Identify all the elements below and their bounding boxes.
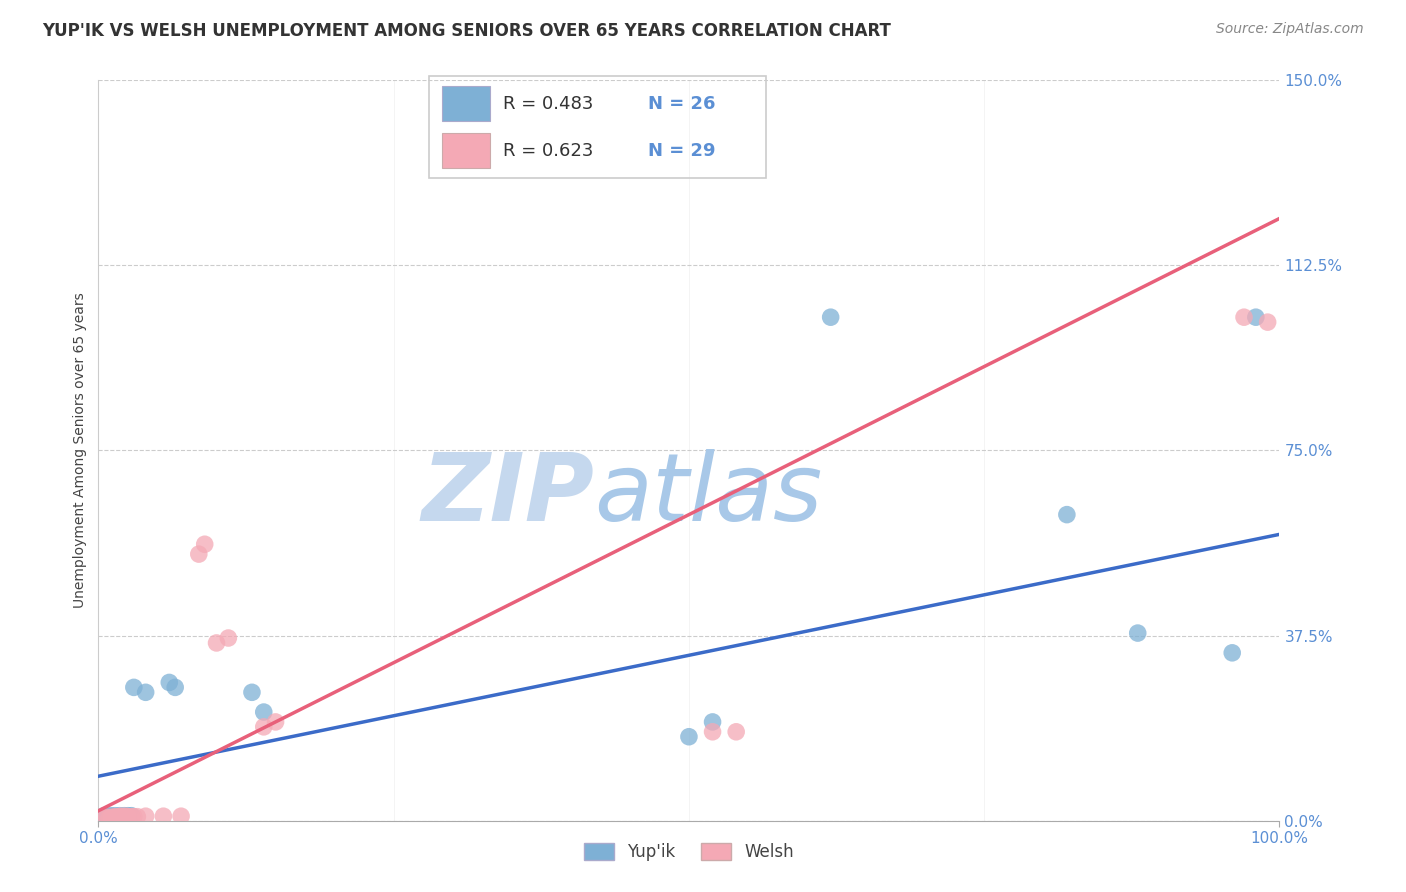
Point <box>194 537 217 551</box>
Point <box>122 810 145 824</box>
Point <box>105 810 128 824</box>
Legend: Yup'ik, Welsh: Yup'ik, Welsh <box>578 837 800 868</box>
Point <box>1257 315 1279 329</box>
Text: ZIP: ZIP <box>422 449 595 541</box>
Point <box>110 809 132 823</box>
Point <box>165 681 187 695</box>
Point <box>101 810 124 824</box>
Point <box>112 810 135 824</box>
Text: Source: ZipAtlas.com: Source: ZipAtlas.com <box>1216 22 1364 37</box>
Y-axis label: Unemployment Among Seniors over 65 years: Unemployment Among Seniors over 65 years <box>73 293 87 608</box>
Point <box>111 810 134 824</box>
Point <box>98 810 121 824</box>
Point <box>121 810 143 824</box>
Point <box>104 808 127 822</box>
Point <box>820 310 842 325</box>
Point <box>93 811 115 825</box>
Point <box>1244 310 1267 325</box>
Point <box>127 810 149 824</box>
Point <box>152 809 174 823</box>
Point <box>253 720 276 734</box>
Point <box>117 808 139 822</box>
Point <box>96 811 118 825</box>
Point <box>108 808 131 822</box>
Point <box>112 808 135 822</box>
Point <box>187 547 209 561</box>
Point <box>93 808 115 822</box>
Text: YUP'IK VS WELSH UNEMPLOYMENT AMONG SENIORS OVER 65 YEARS CORRELATION CHART: YUP'IK VS WELSH UNEMPLOYMENT AMONG SENIO… <box>42 22 891 40</box>
Point <box>117 810 139 824</box>
Point <box>114 809 136 823</box>
Point <box>170 809 193 823</box>
Point <box>253 705 276 719</box>
Point <box>98 811 121 825</box>
Point <box>702 714 724 729</box>
Text: R = 0.483: R = 0.483 <box>503 95 593 112</box>
Point <box>121 808 143 822</box>
Text: N = 29: N = 29 <box>648 142 716 160</box>
Point <box>135 685 157 699</box>
Point <box>107 810 129 824</box>
Point <box>1233 310 1256 325</box>
Point <box>1056 508 1078 522</box>
Point <box>205 636 228 650</box>
Point <box>122 681 145 695</box>
Text: N = 26: N = 26 <box>648 95 716 112</box>
Point <box>678 730 700 744</box>
Point <box>1220 646 1243 660</box>
Text: atlas: atlas <box>595 450 823 541</box>
Bar <box>443 87 489 121</box>
Text: R = 0.623: R = 0.623 <box>503 142 593 160</box>
Point <box>1126 626 1149 640</box>
Point <box>98 808 121 822</box>
Point <box>702 724 724 739</box>
Point <box>100 810 122 824</box>
Point <box>96 810 118 824</box>
Bar <box>443 133 489 168</box>
Point <box>725 724 748 739</box>
Point <box>264 714 287 729</box>
Point <box>157 675 180 690</box>
Point <box>105 810 128 824</box>
Point <box>135 809 157 823</box>
Point <box>217 631 239 645</box>
Point <box>240 685 263 699</box>
Point <box>103 810 125 824</box>
